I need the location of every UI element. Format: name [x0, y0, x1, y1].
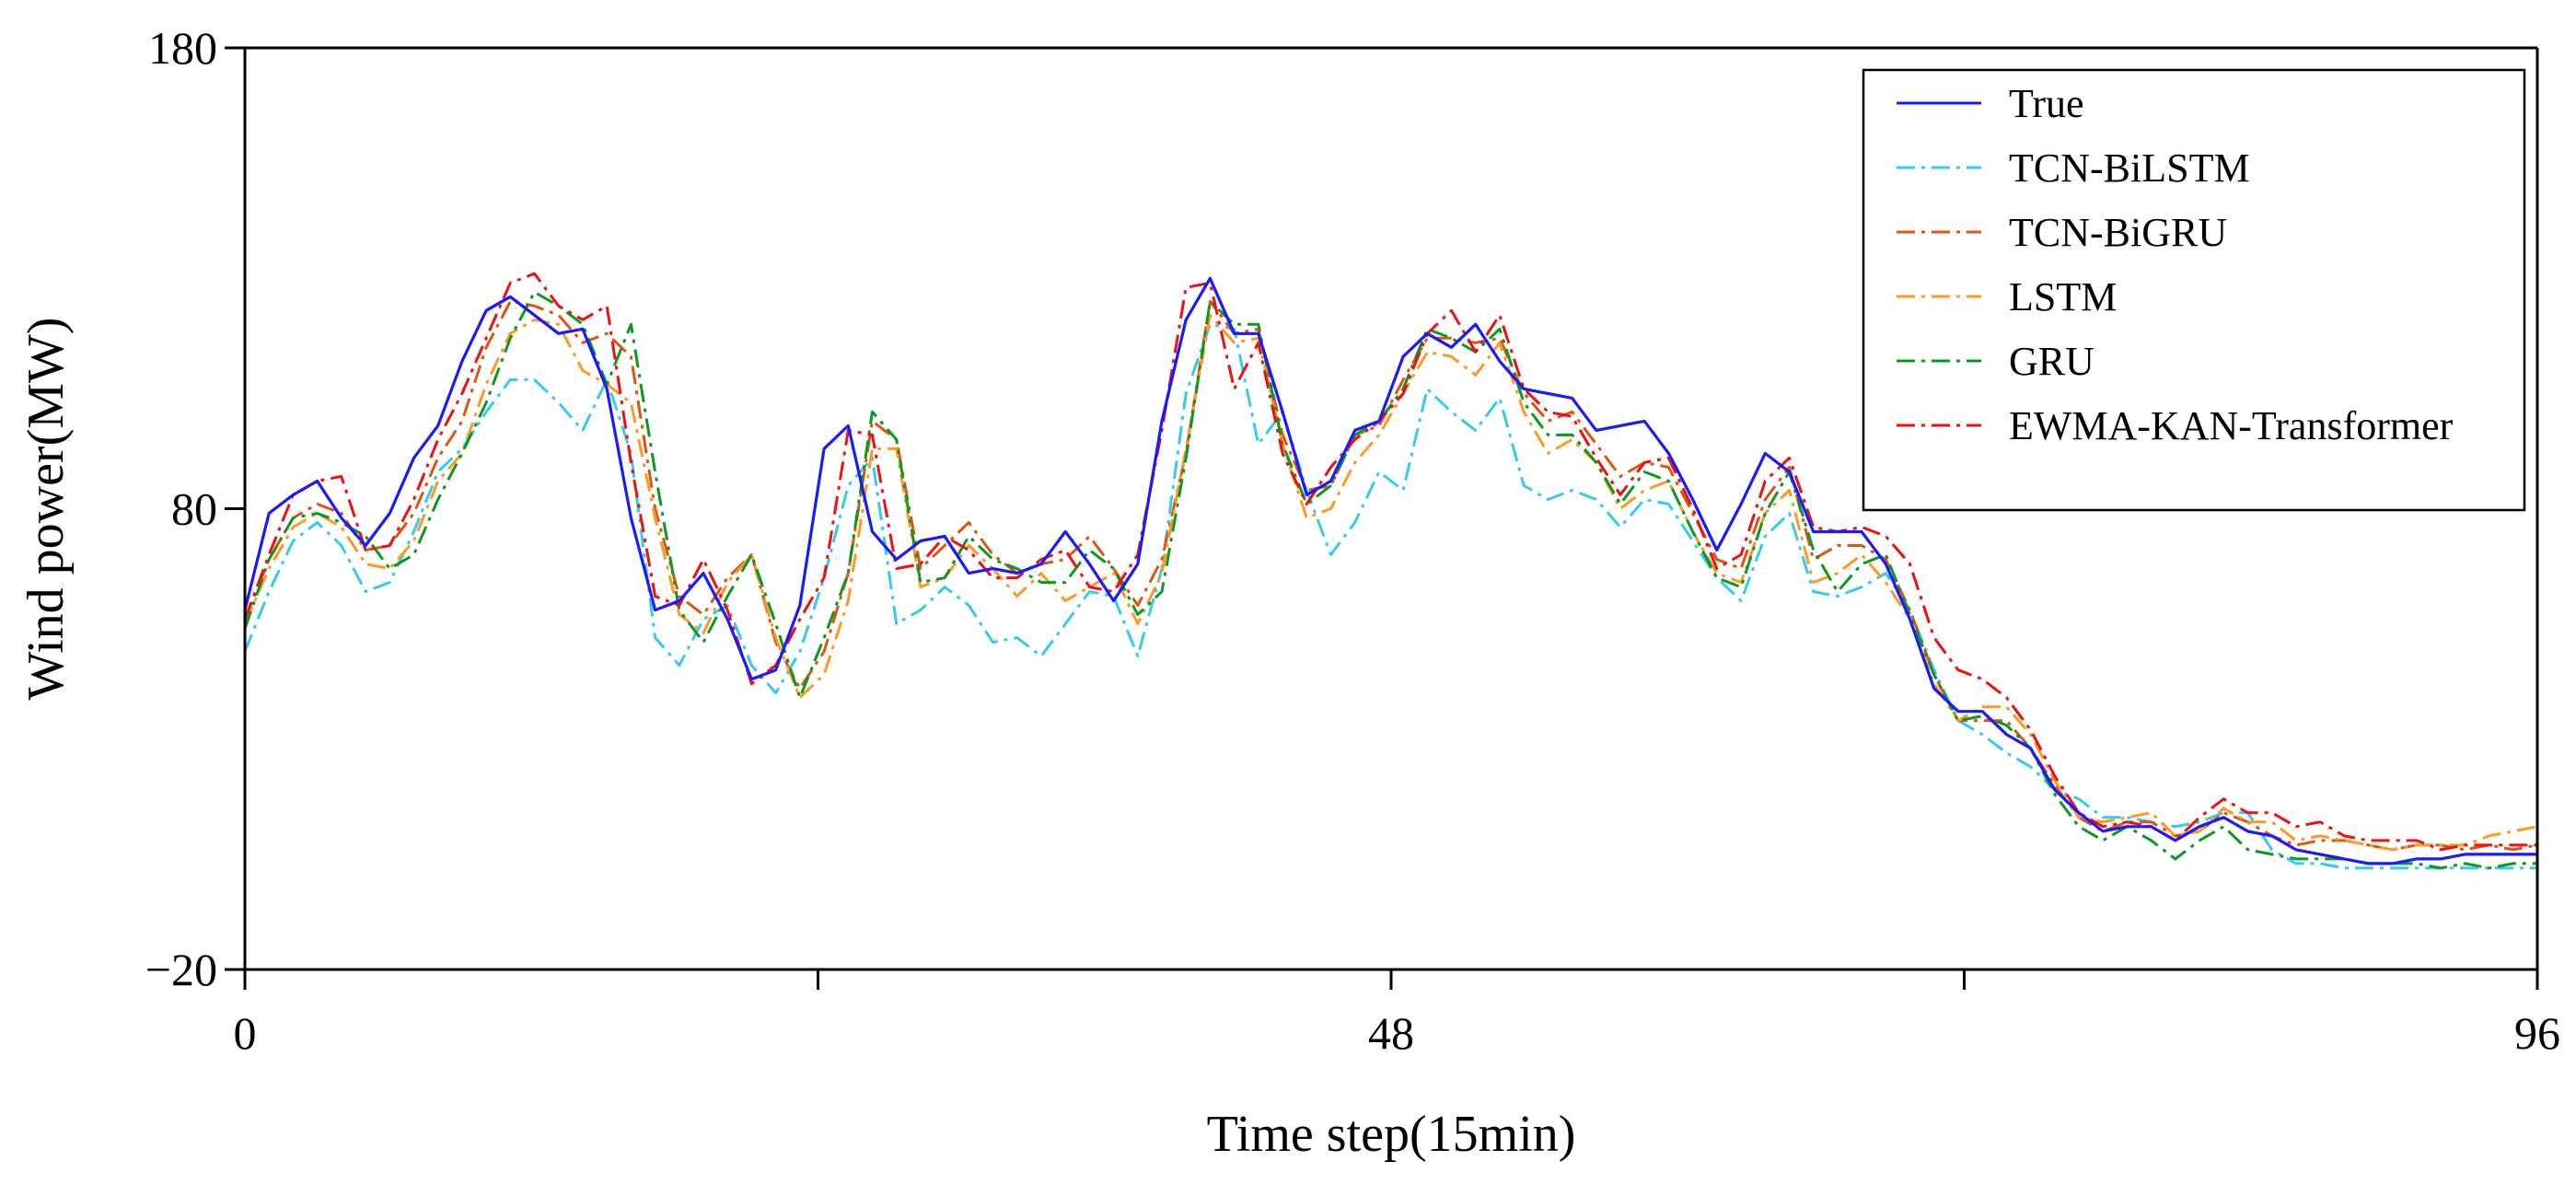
legend-box	[1862, 68, 2526, 512]
x-tick-label-48: 48	[1368, 1007, 1414, 1059]
series-line-ewma-kan-transformer	[243, 272, 2537, 852]
series-line-gru	[243, 290, 2537, 870]
y-tick-label-180: 180	[148, 22, 217, 74]
x-tick-label-0: 0	[234, 1007, 257, 1059]
legend-item-ewma-kan-transformer: EWMA-KAN-Transformer	[1897, 403, 2454, 448]
y-axis-label: Wind power(MW)	[17, 317, 75, 700]
x-axis-label: Time step(15min)	[1207, 1106, 1576, 1163]
legend-label-lstm: LSTM	[2009, 274, 2117, 319]
legend-item-true: True	[1897, 81, 2084, 126]
legend-label-tcn-bigru: TCN-BiGRU	[2009, 210, 2227, 255]
legend-label-true: True	[2009, 81, 2084, 126]
legend-label-gru: GRU	[2009, 339, 2094, 384]
legend-item-tcn-bilstm: TCN-BiLSTM	[1897, 145, 2250, 191]
x-tick-label-96: 96	[2514, 1007, 2560, 1059]
series-line-tcn-bigru	[243, 299, 2538, 852]
legend-item-lstm: LSTM	[1897, 274, 2117, 319]
series-lines	[243, 272, 2538, 870]
y-tick-label-80: 80	[171, 483, 217, 535]
series-line-tcn-bilstm	[243, 322, 2537, 870]
y-tick-label--20: −20	[145, 944, 217, 995]
axes: 0 48 96 −20 80 180 Time step(15min) Wind power(…	[17, 22, 2560, 1163]
series-line-lstm	[243, 313, 2538, 852]
series-line-true	[243, 276, 2537, 865]
legend-label-tcn-bilstm: TCN-BiLSTM	[2009, 145, 2250, 191]
legend: True TCN-BiLSTM TCN-BiGRU LSTM GRU EWMA-KAN-T…	[1862, 68, 2526, 512]
legend-item-tcn-bigru: TCN-BiGRU	[1897, 210, 2227, 255]
legend-label-ewma-kan-transformer: EWMA-KAN-Transformer	[2009, 403, 2454, 448]
legend-item-gru: GRU	[1897, 339, 2094, 384]
